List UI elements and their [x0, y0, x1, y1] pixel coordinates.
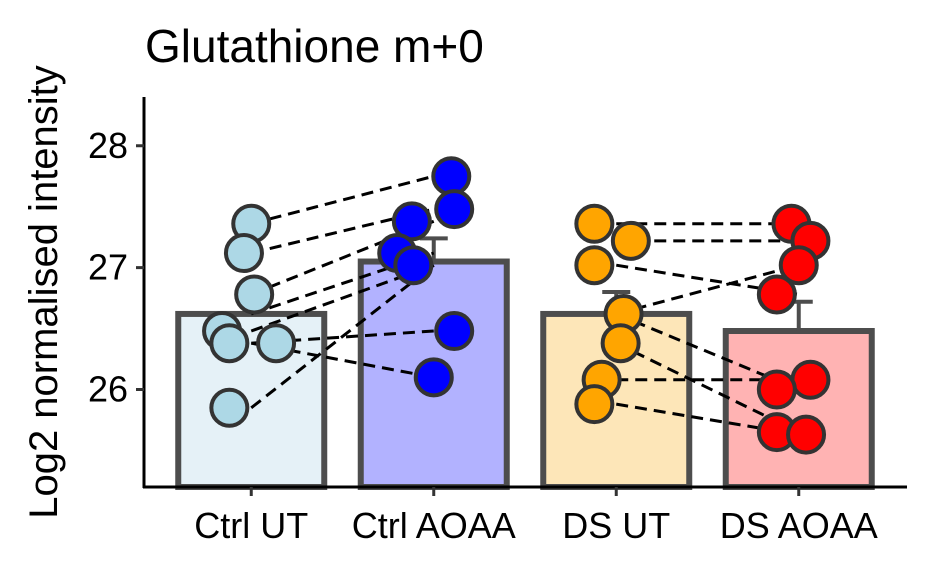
pair-line — [615, 312, 800, 391]
bar-ds-aoaa — [722, 328, 875, 490]
y-tick-label: 27 — [88, 247, 128, 288]
data-point — [431, 156, 472, 197]
axes-layer — [142, 97, 907, 489]
data-point — [434, 189, 475, 230]
data-point — [223, 233, 264, 273]
data-point — [786, 414, 827, 455]
pair-line — [615, 263, 800, 316]
data-point — [756, 369, 797, 410]
data-point — [256, 323, 297, 364]
data-point — [434, 311, 475, 351]
x-tick-label: DS UT — [562, 505, 670, 546]
y-axis-label: Log2 normalised intensity — [22, 65, 66, 519]
x-tick-label: Ctrl AOAA — [352, 505, 516, 546]
data-point — [790, 359, 831, 400]
chart-title: Glutathione m+0 — [145, 20, 484, 72]
y-tick-label: 26 — [88, 369, 128, 410]
data-point — [756, 274, 797, 315]
data-point — [600, 323, 641, 364]
data-point — [574, 203, 615, 244]
pair-lines-layer — [250, 174, 800, 437]
data-point — [610, 220, 651, 261]
points-layer — [202, 156, 831, 455]
data-point — [209, 323, 250, 364]
pair-line — [250, 264, 435, 409]
pair-line — [615, 341, 800, 434]
data-point — [778, 245, 819, 286]
data-point — [234, 274, 275, 315]
data-point — [391, 201, 432, 242]
data-point — [209, 387, 250, 428]
pair-line — [250, 174, 435, 226]
x-tick-label: Ctrl UT — [194, 505, 308, 546]
data-point — [574, 384, 615, 425]
data-point — [413, 357, 454, 398]
data-point — [393, 245, 434, 286]
bar-ctrl-ut — [175, 310, 328, 490]
data-point — [574, 245, 615, 286]
y-tick-label: 28 — [88, 125, 128, 166]
x-tick-label: DS AOAA — [720, 505, 878, 546]
ticks-layer: 26 27 28 Ctrl UT Ctrl AOAA DS UT DS AOAA — [88, 125, 878, 546]
